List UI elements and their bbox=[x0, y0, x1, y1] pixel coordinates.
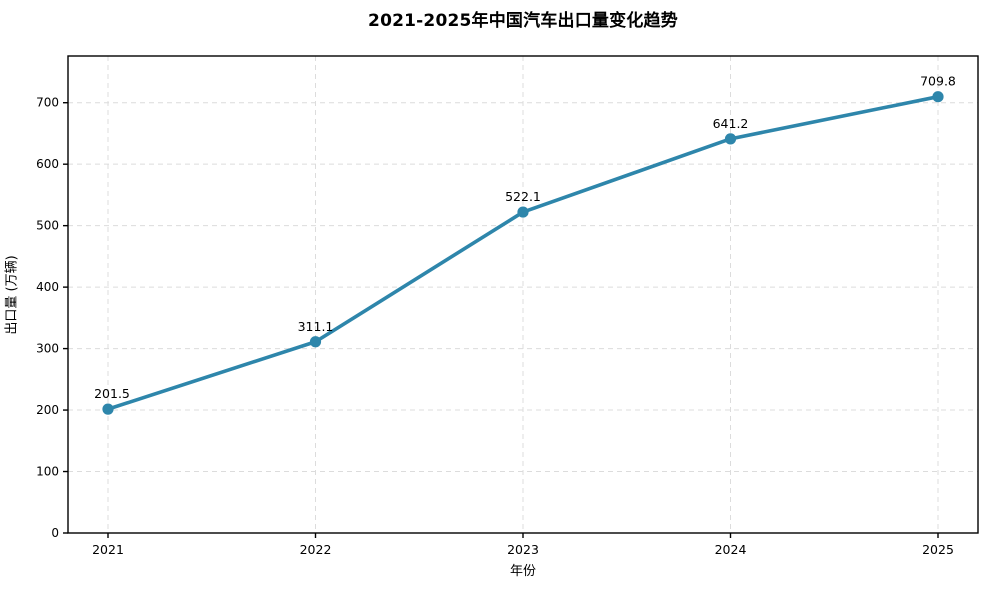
x-tick-label: 2022 bbox=[300, 542, 332, 557]
data-point-label: 201.5 bbox=[94, 386, 130, 401]
y-tick-label: 700 bbox=[36, 96, 59, 110]
data-point bbox=[724, 133, 737, 145]
data-point-label: 709.8 bbox=[920, 74, 956, 89]
x-tick-label: 2024 bbox=[715, 542, 747, 557]
data-point-label: 641.2 bbox=[713, 116, 749, 131]
data-point bbox=[932, 91, 944, 103]
data-point bbox=[309, 336, 322, 348]
x-tick-label: 2025 bbox=[922, 542, 954, 557]
data-point bbox=[102, 403, 114, 415]
chart-title: 2021-2025年中国汽车出口量变化趋势 bbox=[368, 11, 678, 31]
y-tick-label: 0 bbox=[51, 526, 59, 540]
y-tick-label: 100 bbox=[36, 465, 59, 479]
y-tick-label: 300 bbox=[36, 342, 59, 356]
x-axis-label: 年份 bbox=[509, 564, 536, 579]
y-tick-label: 500 bbox=[36, 219, 59, 233]
x-tick-label: 2021 bbox=[92, 542, 124, 557]
data-point bbox=[517, 206, 529, 218]
y-tick-label: 600 bbox=[36, 157, 59, 171]
data-point-label: 522.1 bbox=[505, 189, 541, 204]
y-tick-label: 200 bbox=[36, 403, 59, 417]
data-point-label: 311.1 bbox=[298, 319, 334, 334]
x-tick-label: 2023 bbox=[507, 542, 539, 557]
y-axis-label: 出口量 (万辆) bbox=[4, 255, 20, 335]
y-tick-label: 400 bbox=[36, 280, 59, 294]
